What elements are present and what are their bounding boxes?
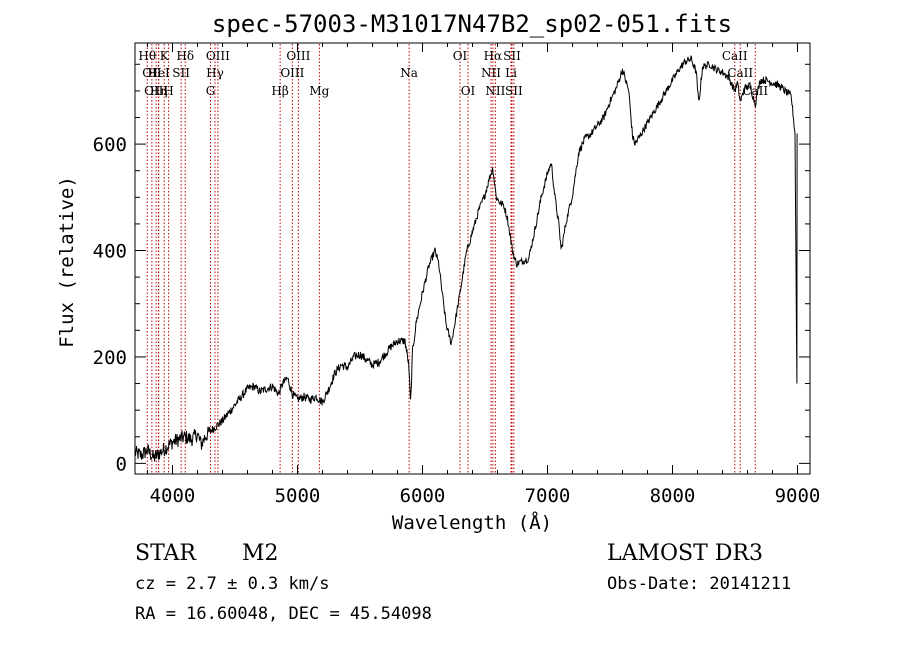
emission-line-labels: HθOIIOIIIHηHeIKHSIIHδGHγOIIIHβOIIIOIIIMg… [138, 49, 768, 98]
emission-line-label-20: Hα [484, 49, 503, 63]
emission-line-label-22: Li [505, 66, 517, 80]
chart-title: spec-57003-M31017N47B2_sp02-051.fits [212, 10, 732, 38]
x-tick-label-1: 5000 [275, 485, 321, 507]
obs-date: Obs-Date: 20141211 [607, 574, 791, 594]
emission-line-label-25: CaII [722, 49, 748, 63]
survey-name: LAMOST DR3 [607, 541, 763, 566]
x-tick-label-5: 9000 [775, 485, 821, 507]
emission-line-label-7: SII [172, 66, 190, 80]
emission-line-label-5: K [160, 49, 170, 63]
emission-line-label-13: OIII [280, 66, 304, 80]
x-tick-label-2: 6000 [400, 485, 446, 507]
x-tick-label-4: 8000 [650, 485, 696, 507]
y-tick-label-2: 400 [93, 241, 127, 263]
emission-line-label-26: CaII [727, 66, 753, 80]
cz-value: cz = 2.7 ± 0.3 km/s [135, 574, 329, 594]
emission-line-label-11: OIII [206, 49, 230, 63]
emission-line-label-27: CaII [742, 84, 768, 98]
object-class: STAR [135, 541, 197, 566]
y-axis-label: Flux (relative) [56, 176, 78, 348]
emission-line-label-14: OIII [286, 49, 310, 63]
ra-dec-coords: RA = 16.60048, DEC = 45.54098 [135, 604, 432, 624]
emission-line-label-1: OII [142, 66, 162, 80]
emission-line-label-3: Hη [150, 84, 168, 98]
y-tick-label-0: 0 [116, 453, 127, 475]
x-tick-label-0: 4000 [150, 485, 196, 507]
plot-frame [134, 42, 811, 475]
y-tick-label-1: 200 [93, 347, 127, 369]
emission-line-label-21: NII [485, 84, 505, 98]
emission-line-label-19: NII [481, 66, 501, 80]
emission-line-label-24: SII [505, 84, 523, 98]
emission-line-label-4: HeI [147, 66, 170, 80]
object-subclass: M2 [242, 541, 279, 566]
x-axis-ticks: 4000 5000 6000 7000 8000 9000 [147, 43, 821, 507]
emission-line-label-0: Hθ [138, 49, 156, 63]
emission-line-label-16: Na [400, 66, 418, 80]
emission-line-label-12: Hβ [271, 84, 288, 98]
x-tick-label-3: 7000 [525, 485, 571, 507]
emission-line-label-23: SII [503, 49, 521, 63]
x-axis-label: Wavelength (Å) [392, 511, 552, 534]
emission-line-label-10: Hγ [206, 66, 224, 80]
emission-line-label-6: H [163, 84, 173, 98]
emission-line-label-8: Hδ [176, 49, 194, 63]
emission-line-label-18: OI [461, 84, 476, 98]
y-tick-label-3: 600 [93, 134, 127, 156]
emission-line-markers [146, 44, 756, 473]
spectrum-line [134, 55, 798, 462]
y-axis-ticks: 0 200 400 600 [93, 63, 810, 475]
emission-line-label-15: Mg [309, 84, 329, 98]
emission-line-label-17: OI [453, 49, 468, 63]
emission-line-label-2: OIII [144, 84, 168, 98]
emission-line-label-9: G [206, 84, 216, 98]
